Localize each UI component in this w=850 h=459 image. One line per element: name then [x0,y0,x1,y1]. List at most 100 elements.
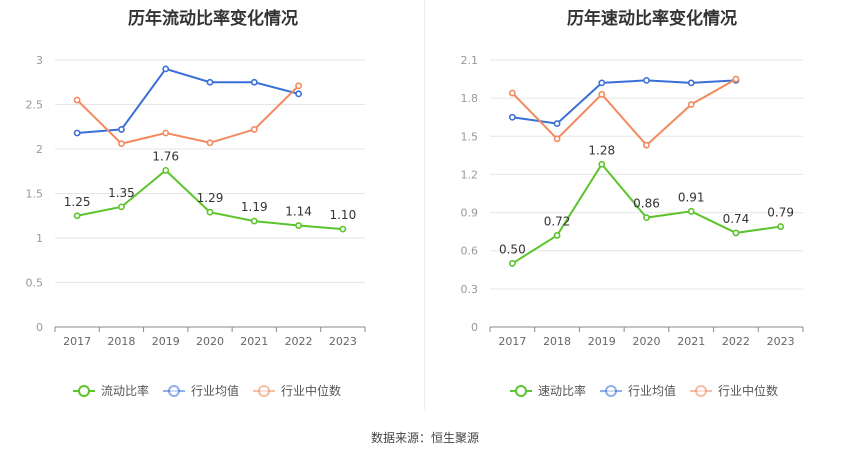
charts-canvas: 0 0.5 1 1.5 2 2.5 3 2017 2018 2019 2020 2021 2022 202… [26,54,804,398]
legend-marker-primary [78,385,90,397]
data-point-average [162,65,170,73]
data-label: 1.29 [197,191,224,205]
data-label: 0.79 [767,206,794,220]
data-source-note: 数据来源：恒生聚源 [370,431,479,445]
y-tick-label: 1.5 [461,130,479,143]
data-point-primary [643,214,650,222]
data-point-average [250,78,258,86]
legend-label: 行业中位数 [281,383,341,398]
data-point-average [118,126,125,133]
data-point-primary [339,225,347,233]
panel-divider [424,0,425,410]
legend-marker-average [168,385,180,397]
x-tick-label: 2018 [107,335,135,348]
series-line-median [76,85,300,145]
data-point-median [732,75,740,83]
x-tick-label: 2022 [285,335,313,348]
data-label: 1.14 [285,205,312,219]
y-tick-label: 0 [36,321,43,334]
legend-label: 流动比率 [101,383,149,398]
data-point-median [118,140,125,148]
data-point-median [687,101,695,108]
series-line-average [77,67,299,134]
data-point-median [73,96,81,104]
data-label: 1.10 [329,208,356,222]
data-point-primary [295,222,302,229]
x-tick-label: 2017 [63,335,91,348]
data-point-primary [687,207,695,215]
y-tick-label: 0 [471,321,478,334]
data-point-average [508,113,516,121]
data-label: 1.76 [152,149,179,163]
data-point-primary [598,160,606,168]
x-tick-label: 2017 [498,335,526,348]
data-point-average [73,129,81,137]
legend-label: 行业中位数 [718,383,778,398]
data-point-primary [553,232,561,239]
y-tick-label: 1.5 [26,188,44,201]
x-tick-label: 2022 [722,335,750,348]
x-tick-label: 2021 [240,335,268,348]
y-tick-label: 2.1 [461,54,479,67]
y-tick-label: 1.2 [461,168,479,181]
data-point-average [598,79,606,87]
y-tick-label: 0.6 [461,245,479,258]
data-label: 0.74 [723,212,750,226]
legend-marker-average [605,385,617,397]
legend-marker-primary [515,385,527,397]
data-point-primary [250,217,258,225]
data-point-primary [508,260,516,267]
y-tick-label: 0.9 [461,207,479,220]
series-line-median [511,78,737,147]
data-point-average [206,78,214,86]
data-label: 0.72 [544,214,571,228]
data-point-primary [206,208,214,216]
y-tick-label: 2.5 [26,99,44,112]
x-tick-label: 2023 [767,335,795,348]
y-tick-label: 2 [36,143,43,156]
x-tick-label: 2020 [633,335,661,348]
legend-label: 速动比率 [538,383,586,398]
y-tick-label: 0.5 [26,277,44,290]
data-label: 0.91 [678,190,705,204]
data-label: 1.35 [108,186,135,200]
data-label: 0.86 [633,197,660,211]
data-label: 0.50 [499,242,526,256]
data-point-median [250,126,258,133]
x-tick-label: 2019 [588,335,616,348]
data-label: 1.19 [241,200,268,214]
data-point-primary [162,166,170,174]
y-tick-label: 1.8 [461,92,479,105]
data-point-median [295,82,302,90]
data-point-primary [118,203,125,211]
legend-marker-median [695,385,707,397]
y-tick-label: 3 [36,54,43,67]
data-point-median [162,129,170,137]
y-tick-label: 0.3 [461,283,479,296]
data-point-average [643,76,650,84]
data-point-primary [73,212,81,220]
data-point-median [206,139,214,147]
data-point-primary [732,229,740,237]
data-point-average [687,79,695,87]
data-point-primary [777,223,785,230]
data-point-average [553,120,561,127]
x-tick-label: 2021 [677,335,705,348]
data-point-median [553,135,561,143]
data-point-median [598,90,606,98]
legend-label: 行业均值 [191,383,239,398]
chart-title-current-ratio: 历年流动比率变化情况 [128,9,298,29]
legend-label: 行业均值 [628,383,676,398]
x-tick-label: 2020 [196,335,224,348]
data-point-median [508,89,516,97]
legend-marker-median [258,385,270,397]
chart-title-quick-ratio: 历年速动比率变化情况 [567,9,737,29]
data-label: 1.28 [588,143,615,157]
x-tick-label: 2018 [543,335,571,348]
data-label: 1.25 [64,195,91,209]
x-tick-label: 2019 [152,335,180,348]
data-point-median [643,141,650,149]
series-line-average [512,79,736,125]
y-tick-label: 1 [36,232,43,245]
data-point-average [295,90,302,98]
